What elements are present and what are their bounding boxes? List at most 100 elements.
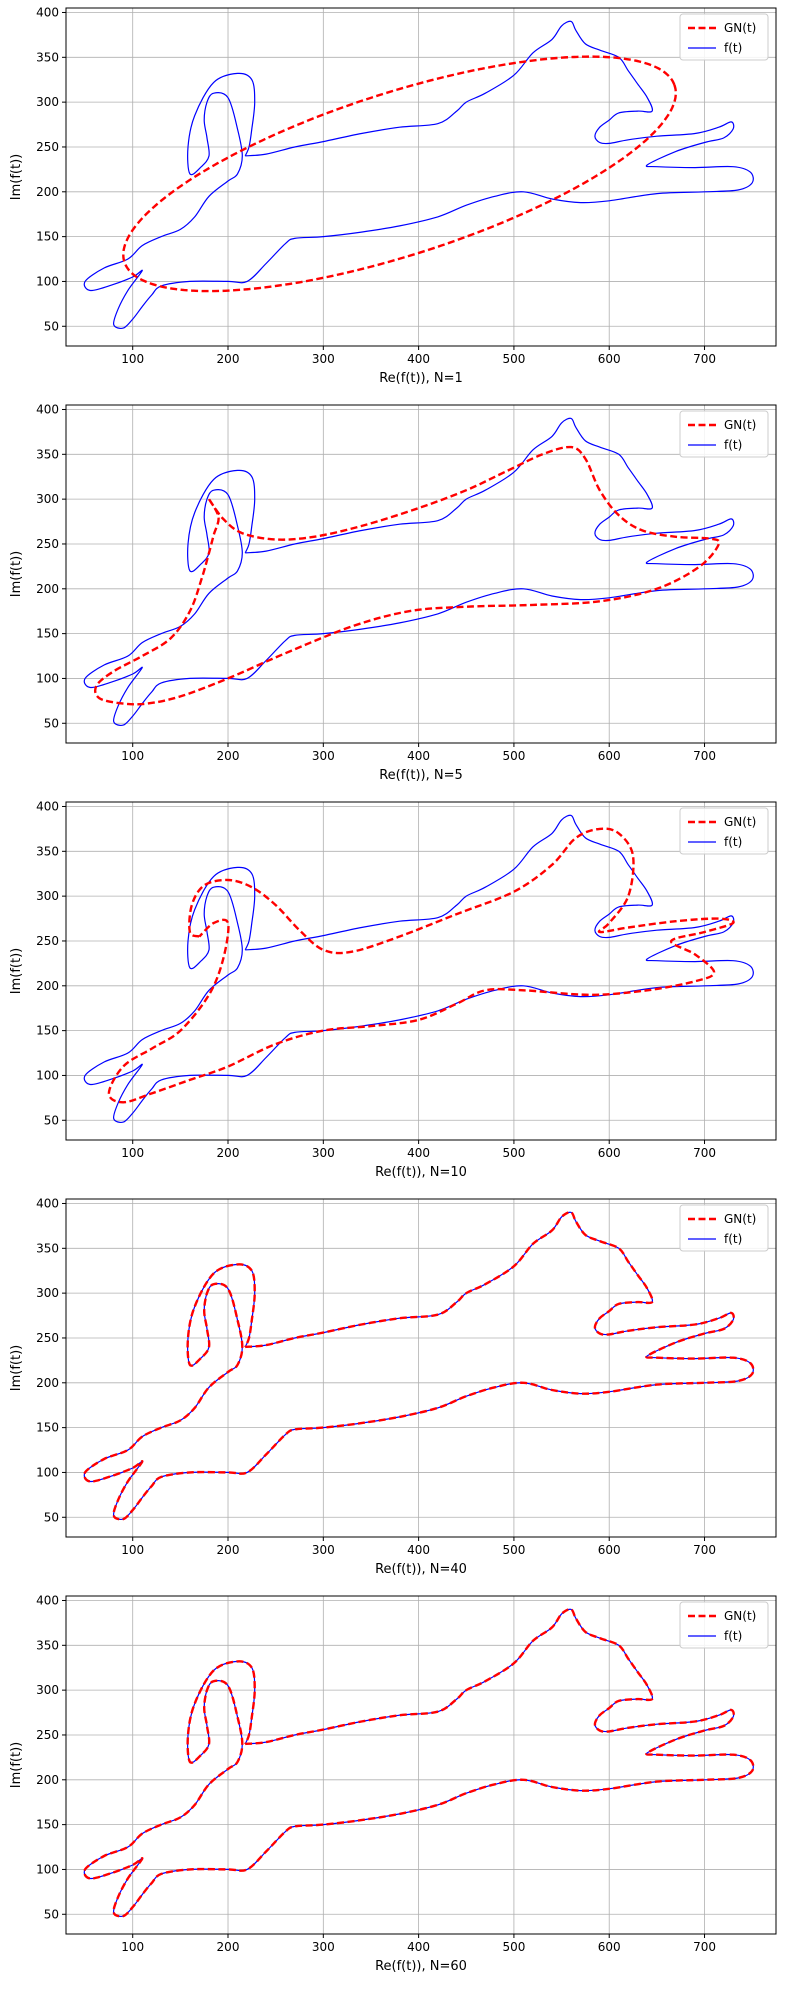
y-axis-label: Im(f(t)) xyxy=(9,154,24,200)
y-tick-label: 300 xyxy=(36,889,59,903)
x-tick-label: 600 xyxy=(598,749,621,763)
x-tick-label: 300 xyxy=(312,1543,335,1557)
x-tick-label: 200 xyxy=(217,1940,240,1954)
legend-label: GN(t) xyxy=(724,1609,756,1623)
y-tick-label: 250 xyxy=(36,1331,59,1345)
y-tick-label: 150 xyxy=(36,230,59,244)
y-axis-label: Im(f(t)) xyxy=(9,551,24,597)
y-tick-label: 100 xyxy=(36,1068,59,1082)
x-axis-label: Re(f(t)), N=40 xyxy=(375,1562,467,1577)
y-tick-label: 400 xyxy=(36,1196,59,1210)
x-tick-label: 500 xyxy=(502,1146,525,1160)
x-tick-label: 100 xyxy=(121,352,144,366)
y-tick-label: 100 xyxy=(36,1862,59,1876)
y-tick-label: 350 xyxy=(36,844,59,858)
y-tick-label: 250 xyxy=(36,1728,59,1742)
x-tick-label: 400 xyxy=(407,1940,430,1954)
x-axis-label: Re(f(t)), N=10 xyxy=(375,1165,467,1180)
series-gn-line xyxy=(122,55,677,293)
legend: GN(t) f(t) xyxy=(679,1601,769,1649)
x-tick-label: 400 xyxy=(407,352,430,366)
y-tick-label: 400 xyxy=(36,402,59,416)
x-tick-label: 300 xyxy=(312,1940,335,1954)
y-tick-label: 150 xyxy=(36,1818,59,1832)
x-axis-label: Re(f(t)), N=1 xyxy=(379,371,463,386)
chart-svg: 100 200 300 400 500 600 700 50 100 150 200 250 300 35… xyxy=(9,5,777,386)
series-gn-line xyxy=(83,1211,755,1521)
y-tick-label: 100 xyxy=(36,1465,59,1479)
axes-frame xyxy=(65,1198,777,1538)
x-tick-label: 100 xyxy=(121,1146,144,1160)
y-tick-label: 200 xyxy=(36,185,59,199)
chart-panel-5: 100 200 300 400 500 600 700 50 100 150 200 250 300 35… xyxy=(0,1588,790,1985)
y-tick-label: 200 xyxy=(36,1376,59,1390)
y-tick-label: 200 xyxy=(36,1773,59,1787)
y-tick-label: 100 xyxy=(36,671,59,685)
x-tick-label: 600 xyxy=(598,1543,621,1557)
x-tick-label: 600 xyxy=(598,1940,621,1954)
y-tick-label: 50 xyxy=(44,1510,59,1524)
x-tick-label: 700 xyxy=(693,749,716,763)
chart-panel-1: 100 200 300 400 500 600 700 50 100 150 200 250 300 35… xyxy=(0,0,790,397)
legend: GN(t) f(t) xyxy=(679,1204,769,1252)
y-tick-label: 200 xyxy=(36,582,59,596)
y-tick-label: 250 xyxy=(36,537,59,551)
y-tick-label: 350 xyxy=(36,1638,59,1652)
x-tick-label: 500 xyxy=(502,1543,525,1557)
y-tick-label: 50 xyxy=(44,716,59,730)
legend-label: GN(t) xyxy=(724,1212,756,1226)
x-axis-label: Re(f(t)), N=5 xyxy=(379,768,463,783)
y-tick-label: 150 xyxy=(36,1024,59,1038)
y-tick-label: 300 xyxy=(36,95,59,109)
y-tick-label: 350 xyxy=(36,1241,59,1255)
axes-frame xyxy=(65,404,777,744)
chart-panel-2: 100 200 300 400 500 600 700 50 100 150 200 250 300 35… xyxy=(0,397,790,794)
legend-label: GN(t) xyxy=(724,418,756,432)
y-tick-label: 350 xyxy=(36,50,59,64)
chart-panel-4: 100 200 300 400 500 600 700 50 100 150 200 250 300 35… xyxy=(0,1191,790,1588)
legend-label: f(t) xyxy=(724,438,742,452)
x-tick-label: 700 xyxy=(693,1940,716,1954)
chart-svg: 100 200 300 400 500 600 700 50 100 150 200 250 300 35… xyxy=(9,799,777,1180)
x-tick-label: 200 xyxy=(217,1146,240,1160)
x-tick-label: 300 xyxy=(312,352,335,366)
y-tick-label: 300 xyxy=(36,1683,59,1697)
series-f-line xyxy=(83,20,754,329)
chart-svg: 100 200 300 400 500 600 700 50 100 150 200 250 300 35… xyxy=(9,402,777,783)
y-tick-label: 400 xyxy=(36,799,59,813)
axes-frame xyxy=(65,1595,777,1935)
x-tick-label: 700 xyxy=(693,1146,716,1160)
y-tick-label: 300 xyxy=(36,1286,59,1300)
x-tick-label: 400 xyxy=(407,1543,430,1557)
series-f-line xyxy=(83,814,754,1123)
chart-panel-3: 100 200 300 400 500 600 700 50 100 150 200 250 300 35… xyxy=(0,794,790,1191)
legend-label: f(t) xyxy=(724,1629,742,1643)
x-tick-label: 100 xyxy=(121,1543,144,1557)
y-axis-label: Im(f(t)) xyxy=(9,948,24,994)
y-tick-label: 400 xyxy=(36,1593,59,1607)
legend-label: f(t) xyxy=(724,41,742,55)
y-tick-label: 350 xyxy=(36,447,59,461)
y-tick-label: 300 xyxy=(36,492,59,506)
chart-svg: 100 200 300 400 500 600 700 50 100 150 200 250 300 35… xyxy=(9,1196,777,1577)
legend: GN(t) f(t) xyxy=(679,13,769,61)
y-tick-label: 200 xyxy=(36,979,59,993)
x-tick-label: 500 xyxy=(502,1940,525,1954)
x-tick-label: 100 xyxy=(121,1940,144,1954)
y-tick-label: 50 xyxy=(44,319,59,333)
legend: GN(t) f(t) xyxy=(679,807,769,855)
series-gn-line xyxy=(107,827,735,1104)
legend: GN(t) f(t) xyxy=(679,410,769,458)
y-tick-label: 100 xyxy=(36,274,59,288)
x-tick-label: 600 xyxy=(598,352,621,366)
y-tick-label: 50 xyxy=(44,1113,59,1127)
x-tick-label: 300 xyxy=(312,1146,335,1160)
series-f-line xyxy=(83,417,754,726)
axes-frame xyxy=(65,7,777,347)
chart-svg: 100 200 300 400 500 600 700 50 100 150 200 250 300 35… xyxy=(9,1593,777,1974)
x-tick-label: 200 xyxy=(217,749,240,763)
x-tick-label: 200 xyxy=(217,352,240,366)
legend-label: f(t) xyxy=(724,835,742,849)
x-tick-label: 500 xyxy=(502,749,525,763)
